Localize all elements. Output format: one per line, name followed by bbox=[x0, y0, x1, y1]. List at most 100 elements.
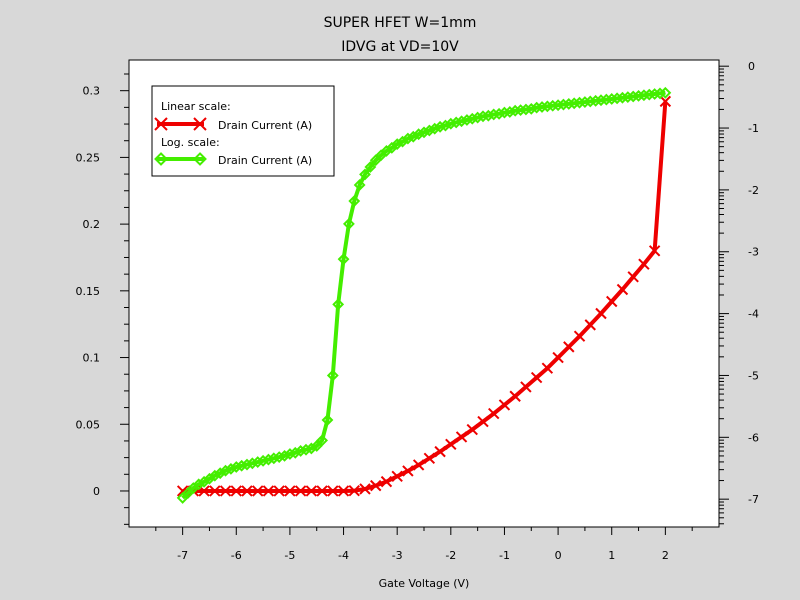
data-point-x bbox=[262, 485, 275, 497]
data-point-x bbox=[455, 431, 468, 443]
data-point-x bbox=[176, 485, 189, 497]
data-point-x bbox=[380, 475, 393, 488]
data-point-diamond bbox=[493, 107, 506, 120]
x-axis-label: Gate Voltage (V) bbox=[379, 577, 470, 590]
data-point-x bbox=[509, 390, 521, 402]
data-point-x bbox=[445, 438, 457, 450]
data-point-diamond bbox=[428, 122, 441, 135]
series-linear bbox=[176, 95, 672, 497]
data-point-diamond bbox=[251, 456, 264, 468]
axes: -7 -6 -5 -4 -3 -2 -1 0 1 2 0 0.05 0.1 0.15 0.2 0.25 0.3 0… bbox=[76, 60, 759, 562]
data-point-diamond bbox=[342, 217, 355, 230]
data-point-x bbox=[563, 341, 575, 353]
y-tick-label: 0.1 bbox=[83, 352, 101, 365]
data-point-x bbox=[412, 459, 425, 471]
data-point-x bbox=[327, 485, 339, 497]
data-point-diamond bbox=[326, 369, 339, 382]
data-point-diamond bbox=[423, 124, 436, 137]
data-point-x bbox=[252, 485, 264, 497]
data-point-diamond bbox=[289, 446, 302, 459]
data-point-x bbox=[391, 470, 403, 483]
data-point-x bbox=[423, 452, 436, 464]
x-tick-label: -6 bbox=[231, 549, 242, 562]
data-point-diamond bbox=[466, 112, 479, 125]
x-tick-label: -5 bbox=[284, 549, 295, 562]
y2-tick-label: 0 bbox=[748, 60, 755, 73]
data-point-x bbox=[434, 445, 446, 458]
data-point-diamond bbox=[300, 443, 312, 456]
y2-tick-label: -1 bbox=[748, 122, 759, 135]
data-point-x bbox=[337, 485, 350, 497]
data-point-x bbox=[305, 485, 318, 497]
data-point-x bbox=[209, 485, 221, 497]
data-point-diamond bbox=[273, 451, 286, 464]
y-tick-label: 0.25 bbox=[76, 151, 101, 164]
data-point-x bbox=[348, 485, 360, 497]
series-line bbox=[182, 101, 668, 493]
data-point-x bbox=[230, 485, 242, 497]
legend: Linear scale: Drain Current (A) Log. sca… bbox=[151, 85, 335, 177]
y2-tick-label: -4 bbox=[748, 308, 759, 321]
x-tick-label: 1 bbox=[608, 549, 615, 562]
data-point-x bbox=[606, 295, 618, 308]
y2-tick-label: -5 bbox=[748, 369, 759, 382]
data-point-x bbox=[466, 423, 478, 436]
data-point-diamond bbox=[224, 462, 237, 475]
data-point-x bbox=[284, 485, 296, 497]
data-point-x bbox=[616, 283, 629, 296]
legend-label-log: Drain Current (A) bbox=[218, 154, 312, 167]
data-point-diamond bbox=[503, 106, 516, 118]
data-point-diamond bbox=[246, 457, 259, 470]
y-tick-label: 0.2 bbox=[83, 218, 101, 231]
data-point-x bbox=[648, 245, 661, 257]
data-point-x bbox=[659, 95, 672, 108]
data-point-diamond bbox=[294, 445, 307, 457]
data-point-x bbox=[552, 351, 564, 364]
data-point-x bbox=[370, 479, 382, 492]
data-point-x bbox=[530, 371, 543, 384]
series-layer bbox=[176, 86, 672, 504]
series-log bbox=[176, 86, 672, 504]
data-point-diamond bbox=[434, 120, 447, 133]
legend-label-linear: Drain Current (A) bbox=[218, 119, 312, 132]
data-point-diamond bbox=[353, 179, 366, 191]
x-tick-label: -7 bbox=[177, 549, 188, 562]
data-point-diamond bbox=[460, 114, 473, 126]
data-point-x bbox=[638, 258, 650, 270]
data-point-diamond bbox=[364, 161, 377, 173]
series-line bbox=[181, 90, 666, 500]
data-point-diamond bbox=[283, 448, 296, 460]
y-tick-label: 0.3 bbox=[83, 85, 101, 98]
data-point-x bbox=[573, 330, 586, 342]
data-point-x bbox=[273, 485, 285, 497]
legend-sample-linear bbox=[154, 117, 207, 131]
data-point-x bbox=[584, 319, 596, 331]
data-point-diamond bbox=[359, 168, 371, 181]
data-point-x bbox=[219, 485, 232, 497]
data-point-x bbox=[294, 485, 307, 497]
data-point-diamond bbox=[235, 459, 248, 472]
data-point-diamond bbox=[310, 440, 323, 452]
data-point-diamond bbox=[455, 115, 468, 128]
data-point-diamond bbox=[659, 86, 672, 99]
data-point-x bbox=[193, 117, 207, 131]
y2-tick-label: -6 bbox=[748, 431, 759, 444]
data-point-diamond bbox=[332, 298, 345, 311]
data-point-x bbox=[498, 399, 511, 411]
x-tick-label: 2 bbox=[662, 549, 669, 562]
data-point-diamond bbox=[444, 117, 457, 130]
data-point-x bbox=[627, 271, 639, 283]
chart-title: SUPER HFET W=1mm bbox=[324, 15, 477, 31]
x-tick-label: 0 bbox=[555, 549, 562, 562]
data-point-diamond bbox=[418, 126, 430, 139]
data-point-diamond bbox=[267, 452, 280, 465]
data-point-diamond bbox=[193, 152, 207, 166]
data-point-diamond bbox=[412, 128, 425, 141]
data-point-x bbox=[488, 407, 500, 420]
legend-heading-log: Log. scale: bbox=[161, 136, 220, 149]
data-point-diamond bbox=[401, 132, 414, 145]
data-point-x bbox=[316, 485, 328, 497]
data-point-x bbox=[402, 465, 414, 477]
data-point-x bbox=[241, 485, 253, 497]
